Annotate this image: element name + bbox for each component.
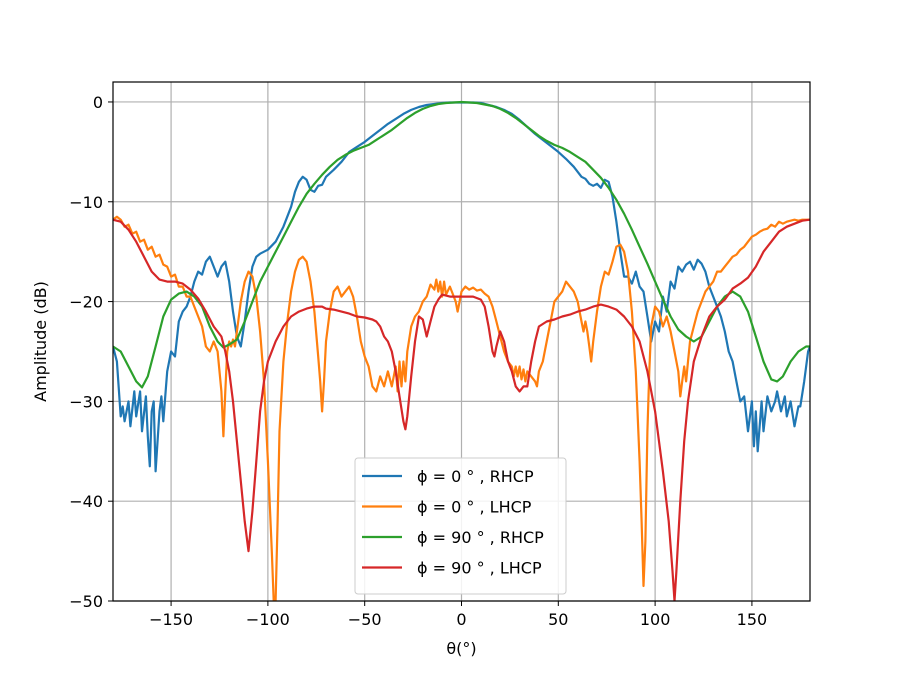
x-tick-label: 150 — [737, 610, 768, 629]
y-axis: 0 −10 −20 −30 −40 −50 — [69, 93, 113, 611]
legend-item: ϕ = 90 ° , LHCP — [362, 559, 542, 578]
y-tick-label: −50 — [69, 592, 103, 611]
legend-label: ϕ = 90 ° , LHCP — [417, 559, 542, 578]
x-tick-label: 0 — [456, 610, 466, 629]
legend-label: ϕ = 90 ° , RHCP — [417, 528, 544, 547]
series-line — [113, 218, 810, 601]
y-axis-label: Amplitude (dB) — [31, 281, 50, 402]
y-tick-label: −40 — [69, 492, 103, 511]
y-tick-label: −20 — [69, 293, 103, 312]
x-tick-label: −100 — [246, 610, 290, 629]
legend-item: ϕ = 0 ° , LHCP — [362, 498, 532, 517]
x-tick-label: −150 — [149, 610, 193, 629]
legend-item: ϕ = 0 ° , RHCP — [362, 467, 534, 486]
grid — [113, 82, 810, 602]
y-tick-label: 0 — [93, 93, 103, 112]
plot-area — [113, 100, 810, 601]
legend: ϕ = 0 ° , RHCP ϕ = 0 ° , LHCP ϕ = 90 ° ,… — [354, 457, 567, 595]
legend-label: ϕ = 0 ° , RHCP — [417, 467, 534, 486]
x-axis: −150 −100 −50 0 50 100 150 — [149, 601, 767, 629]
x-axis-label: θ(°) — [446, 639, 476, 658]
legend-box — [354, 457, 567, 595]
y-tick-label: −10 — [69, 193, 103, 212]
x-tick-label: 100 — [640, 610, 671, 629]
y-tick-label: −30 — [69, 392, 103, 411]
series-line — [113, 215, 810, 601]
x-tick-label: −50 — [348, 610, 382, 629]
legend-label: ϕ = 0 ° , LHCP — [417, 498, 532, 517]
legend-item: ϕ = 90 ° , RHCP — [362, 528, 544, 547]
x-tick-label: 50 — [548, 610, 568, 629]
series-line — [113, 100, 810, 389]
